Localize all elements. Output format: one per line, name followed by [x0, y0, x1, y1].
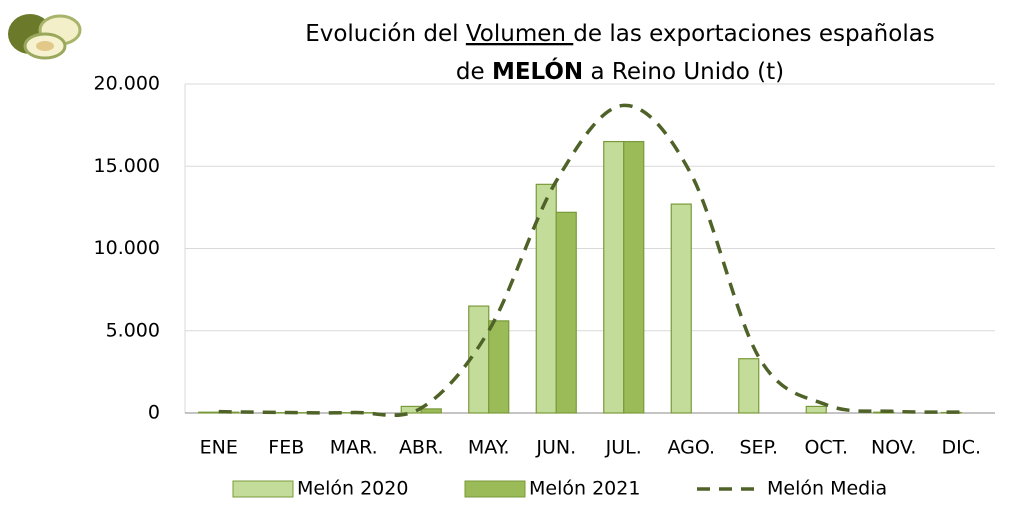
y-tick-label: 0: [148, 402, 160, 424]
line: [219, 105, 962, 415]
legend-label: Melón 2020: [297, 478, 408, 500]
bar: [489, 321, 509, 413]
x-tick-label: SEP.: [739, 437, 778, 459]
x-tick-label: ENE: [200, 437, 238, 459]
chart-title: Evolución del Volumen de las exportacion…: [305, 21, 935, 47]
melon-icon: [8, 14, 80, 58]
bar: [556, 212, 576, 413]
title-part: a Reino Unido (t): [583, 59, 784, 85]
bar: [604, 142, 624, 413]
x-tick-label: JUL.: [605, 437, 642, 459]
legend-swatch: [233, 481, 293, 497]
title-part: Volumen: [466, 21, 573, 47]
y-tick-label: 15.000: [94, 155, 160, 177]
x-tick-label: MAY.: [468, 437, 510, 459]
x-tick-label: JUN.: [535, 437, 576, 459]
title-part: Evolución del: [305, 21, 466, 47]
x-tick-label: AGO.: [667, 437, 715, 459]
y-tick-label: 5.000: [106, 319, 160, 341]
y-tick-label: 20.000: [94, 73, 160, 95]
bar: [739, 359, 759, 413]
legend-swatch: [465, 481, 525, 497]
title-part: de: [456, 59, 492, 85]
x-tick-label: FEB: [268, 437, 304, 459]
x-tick-label: OCT.: [804, 437, 848, 459]
x-tick-label: DIC.: [941, 437, 981, 459]
chart: Evolución del Volumen de las exportacion…: [0, 0, 1011, 505]
legend-label: Melón 2021: [529, 478, 640, 500]
title-part: MELÓN: [492, 57, 583, 85]
bar: [671, 204, 691, 413]
legend-label: Melón Media: [767, 478, 887, 500]
bar: [624, 142, 644, 413]
x-tick-label: NOV.: [871, 437, 916, 459]
bar: [199, 412, 219, 413]
bar: [806, 406, 826, 413]
chart-title: de MELÓN a Reino Unido (t): [456, 57, 784, 85]
title-part: de las exportaciones españolas: [573, 21, 935, 47]
y-tick-label: 10.000: [94, 237, 160, 259]
bar: [421, 409, 441, 413]
x-tick-label: MAR.: [330, 437, 378, 459]
x-tick-label: ABR.: [399, 437, 444, 459]
